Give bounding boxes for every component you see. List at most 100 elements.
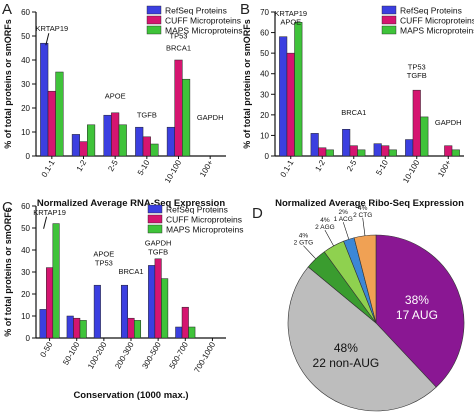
gene-annotation: BRCA1	[166, 43, 191, 52]
pie-percent-label: 48%	[334, 341, 358, 355]
bar-maps-microproteins	[150, 143, 159, 157]
x-tick-label: 2-5	[345, 158, 359, 173]
bar-maps-microproteins	[188, 326, 196, 339]
x-tick-label: 1-2	[75, 158, 89, 173]
x-tick-label: 50-100	[61, 340, 82, 367]
y-tick-label: 60	[260, 29, 269, 38]
bar-cuff-microproteins	[142, 136, 151, 157]
y-tick-label: 30	[260, 90, 269, 99]
y-tick-label: 40	[21, 246, 30, 255]
bar-maps-microproteins	[52, 223, 60, 339]
gene-annotation: TP53	[95, 258, 113, 267]
bar-maps-microproteins	[182, 78, 191, 157]
gene-annotation: APOE	[280, 17, 301, 26]
panel-a: A 0 10 20 30 40 50 60 % of total proteins or smO…	[2, 1, 242, 209]
bar-refseq-proteins	[310, 133, 319, 157]
bar-maps-microproteins	[325, 149, 334, 157]
bar-refseq-proteins	[166, 126, 175, 157]
legend-swatch	[146, 25, 162, 35]
y-tick-label: 50	[21, 32, 30, 41]
gene-annotation: GAPDH	[197, 113, 224, 122]
pie-slice-label: 17 AUG	[396, 308, 438, 322]
x-tick-label: 100-200	[86, 340, 109, 370]
gene-annotation: KRTAP19	[36, 24, 69, 33]
gene-annotation: TGFB	[148, 247, 168, 256]
x-tick-label: 700-1000	[192, 340, 217, 374]
y-tick-label: 10	[21, 312, 30, 321]
y-tick-label: 0	[265, 152, 270, 161]
gene-annotation: GAPDH	[435, 118, 462, 127]
panel-letter: A	[2, 1, 12, 18]
panel-letter: D	[252, 205, 263, 222]
legend-swatch	[381, 25, 397, 35]
panel-letter: B	[240, 1, 250, 18]
pie-leader-line	[303, 245, 316, 260]
x-tick-label: 100+	[198, 158, 215, 178]
panel-b: B 0 10 20 30 40 50 60 70 % of total proteins or s…	[240, 1, 474, 209]
x-tick-label: 5-10	[136, 158, 152, 177]
bar-refseq-proteins	[175, 326, 183, 339]
bar-cuff-microproteins	[349, 145, 358, 157]
pie-slice-label: 1 ACG	[334, 216, 353, 223]
bar-maps-microproteins	[118, 124, 127, 157]
annotation-arrow	[43, 216, 48, 229]
bar-maps-microproteins	[420, 116, 429, 157]
pie-percent-label: 4%	[358, 205, 368, 212]
legend-label: RefSeq Proteins	[400, 6, 462, 16]
legend-swatch	[147, 224, 163, 234]
gene-annotation: GAPDH	[145, 239, 172, 248]
legend-label: MAPS Microproteins	[166, 225, 243, 235]
bar-maps-microproteins	[357, 149, 366, 157]
bar-cuff-microproteins	[127, 317, 135, 339]
legend-swatch	[381, 5, 397, 15]
x-tick-label: 10-100	[163, 158, 184, 185]
x-tick-label: 100+	[436, 158, 453, 178]
y-tick-label: 20	[21, 290, 30, 299]
gene-annotation: TP53	[408, 63, 426, 72]
bar-cuff-microproteins	[47, 90, 56, 157]
bar-maps-microproteins	[79, 320, 87, 339]
y-tick-label: 40	[21, 56, 30, 65]
x-tick-label: 2-5	[106, 158, 120, 173]
legend-swatch	[381, 15, 397, 25]
legend-label: CUFF Microproteins	[165, 16, 241, 26]
bar-cuff-microproteins	[181, 306, 189, 339]
pie-slice-17-aug	[375, 234, 465, 388]
y-tick-label: 60	[21, 8, 30, 17]
y-tick-label: 60	[21, 202, 30, 211]
bar-refseq-proteins	[405, 139, 414, 157]
bar-refseq-proteins	[135, 126, 144, 157]
y-tick-label: 0	[26, 334, 31, 343]
bar-maps-microproteins	[134, 320, 142, 339]
bar-refseq-proteins	[93, 284, 101, 339]
y-tick-label: 40	[260, 70, 269, 79]
y-tick-label: 10	[260, 131, 269, 140]
y-tick-label: 30	[21, 80, 30, 89]
y-tick-label: 0	[26, 152, 31, 161]
legend-label: MAPS Microproteins	[400, 26, 474, 36]
x-tick-label: 5-10	[374, 158, 390, 177]
x-tick-label: 10-100	[401, 158, 422, 185]
x-tick-label: 500-700	[168, 340, 191, 370]
y-axis-label: % of total proteins or smORFs	[3, 19, 13, 149]
pie-leader-line	[362, 217, 366, 236]
x-axis-label: Normalized Average RNA-Seq Expression	[37, 198, 225, 209]
legend-swatch	[147, 204, 163, 214]
pie-slice-label: 2 AGG	[315, 224, 335, 231]
panel-letter: C	[2, 199, 13, 216]
pie-slice-label: 2 GTG	[294, 240, 314, 247]
bar-refseq-proteins	[342, 129, 351, 157]
legend-swatch	[147, 214, 163, 224]
gene-annotation: TGFB	[407, 71, 427, 80]
bar-refseq-proteins	[66, 315, 74, 339]
gene-annotation: TGFB	[137, 111, 157, 120]
bar-cuff-microproteins	[381, 145, 390, 157]
bar-cuff-microproteins	[318, 147, 327, 157]
gene-annotation: BRCA1	[341, 108, 366, 117]
x-tick-label: 1-2	[313, 158, 327, 173]
